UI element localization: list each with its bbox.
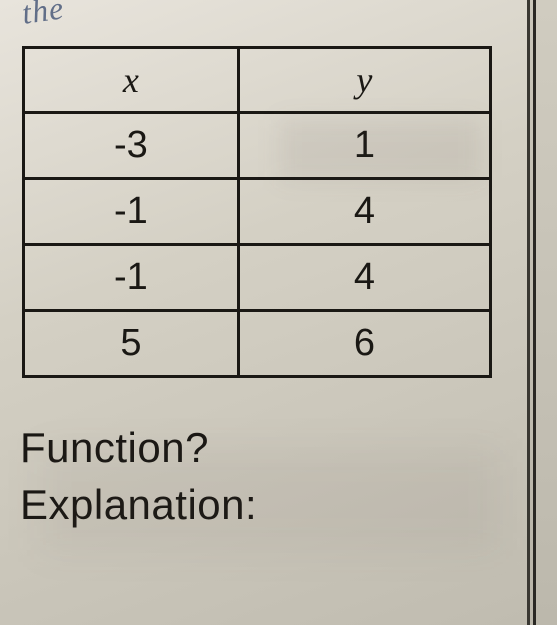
table-row: 5 6 bbox=[24, 311, 491, 377]
table-row: -3 1 bbox=[24, 113, 491, 179]
cell-y: 4 bbox=[238, 179, 490, 245]
cell-x: 5 bbox=[24, 311, 239, 377]
explanation-prompt: Explanation: bbox=[20, 477, 509, 534]
cell-y: 6 bbox=[238, 311, 490, 377]
column-header-x: x bbox=[24, 48, 239, 113]
cell-y: 4 bbox=[238, 245, 490, 311]
table-header-row: x y bbox=[24, 48, 491, 113]
worksheet-page: the x y -3 1 -1 4 -1 4 5 6 Function? Exp… bbox=[0, 0, 530, 625]
cell-x: -1 bbox=[24, 179, 239, 245]
question-prompts: Function? Explanation: bbox=[20, 420, 509, 533]
cell-x: -3 bbox=[24, 113, 239, 179]
table-row: -1 4 bbox=[24, 245, 491, 311]
xy-table: x y -3 1 -1 4 -1 4 5 6 bbox=[22, 46, 492, 378]
column-header-y: y bbox=[238, 48, 490, 113]
cell-x: -1 bbox=[24, 245, 239, 311]
cell-y: 1 bbox=[238, 113, 490, 179]
handwritten-note: the bbox=[20, 0, 67, 32]
function-prompt: Function? bbox=[20, 420, 509, 477]
page-right-border bbox=[533, 0, 557, 625]
table-row: -1 4 bbox=[24, 179, 491, 245]
